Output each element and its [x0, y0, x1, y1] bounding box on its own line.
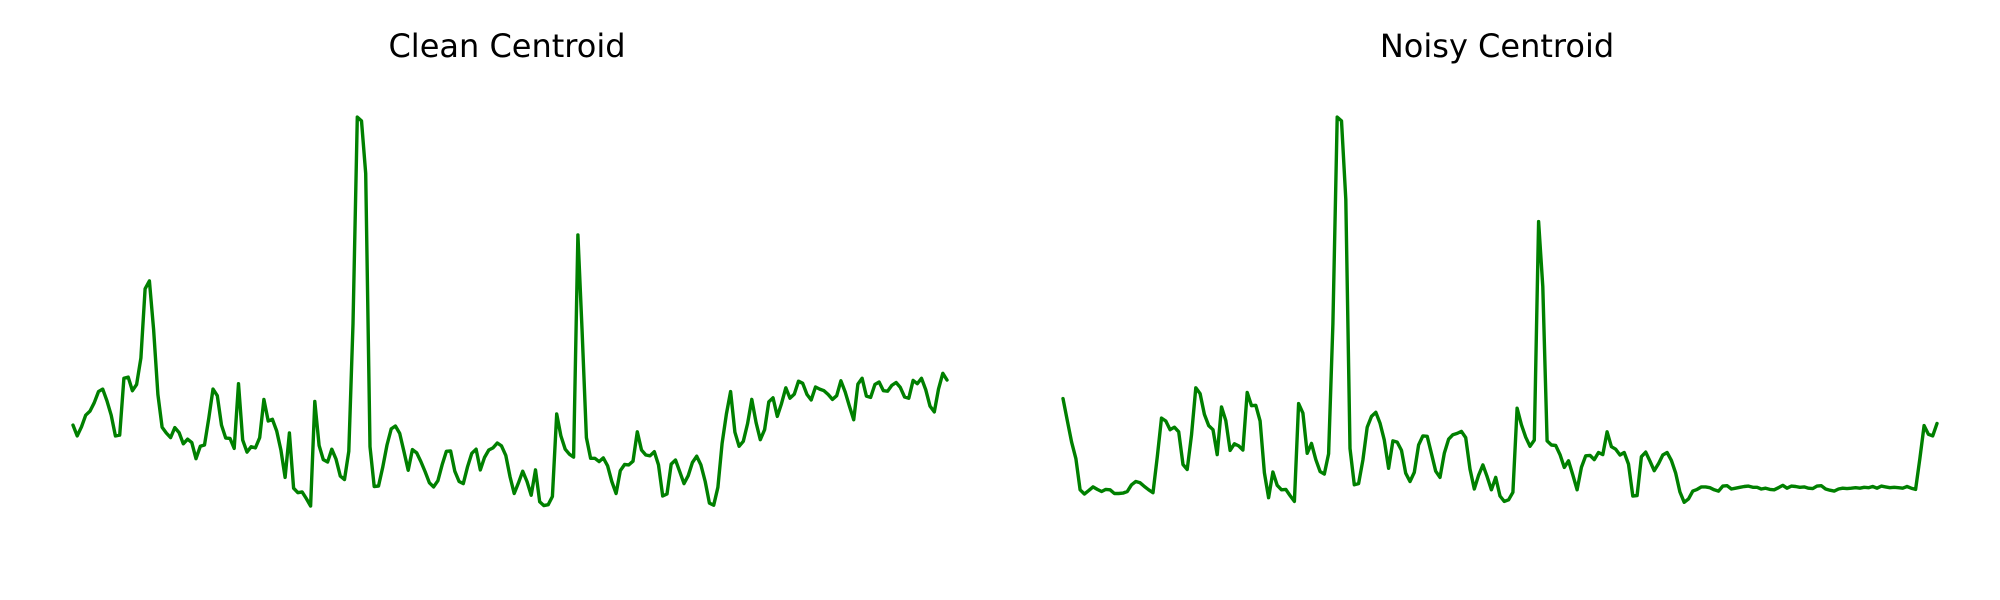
- series-line-noisy-0: [1061, 115, 1939, 504]
- plot-area-clean: [71, 115, 949, 508]
- plot-area-noisy: [1061, 115, 1939, 504]
- chart-title-clean: Clean Centroid: [388, 27, 625, 65]
- chart-clean-centroid: Clean Centroid: [71, 27, 949, 508]
- series-line-clean-0: [71, 115, 949, 508]
- chart-noisy-centroid: Noisy Centroid: [1061, 27, 1939, 504]
- chart-title-noisy: Noisy Centroid: [1380, 27, 1614, 65]
